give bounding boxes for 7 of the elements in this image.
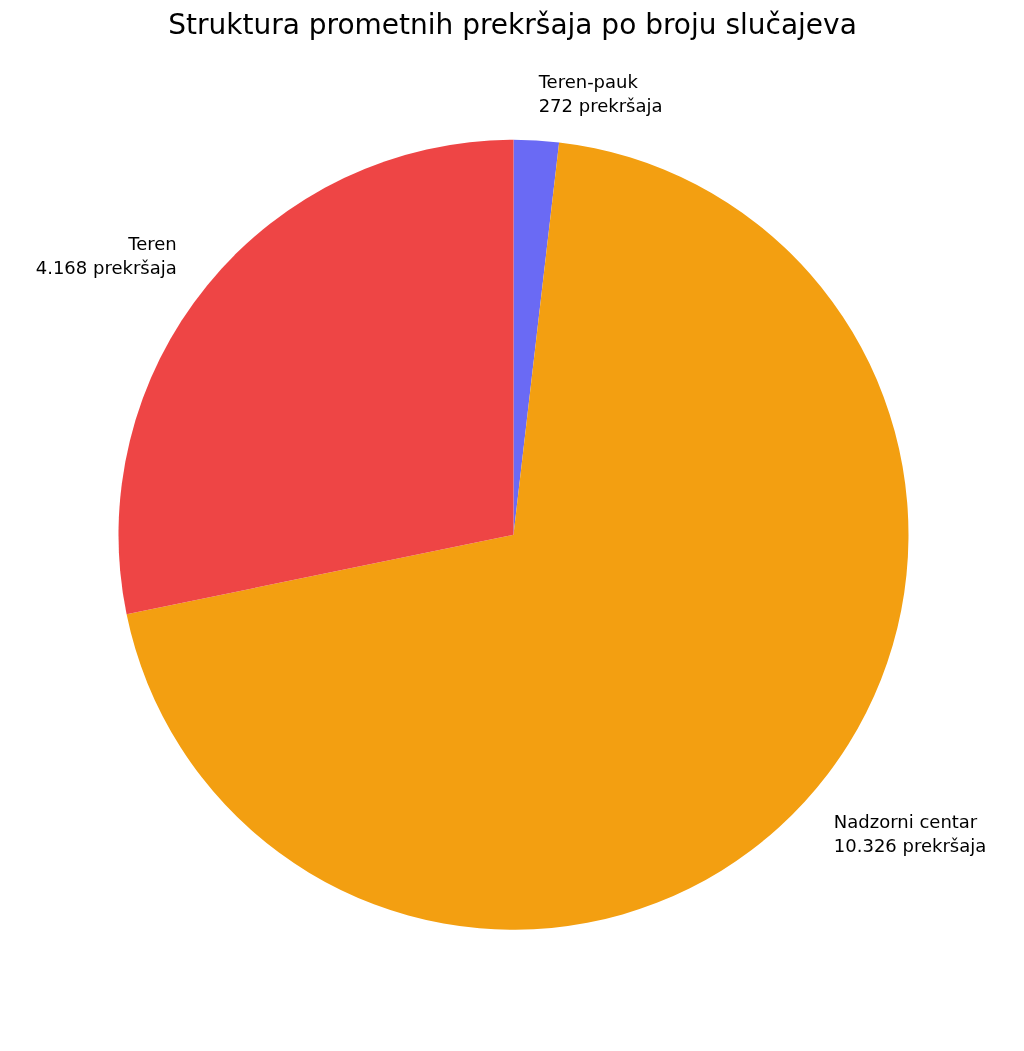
- chart-title: Struktura prometnih prekršaja po broju slučajeva: [168, 7, 857, 41]
- data-label: 10.326 prekršaja: [833, 834, 987, 856]
- data-label: 272 prekršaja: [538, 95, 663, 117]
- slice-label: Nadzorni centar: [833, 810, 978, 832]
- data-label: 4.168 prekršaja: [35, 257, 177, 279]
- slice-label: Teren: [127, 232, 177, 254]
- slice-label: Teren-pauk: [537, 70, 639, 92]
